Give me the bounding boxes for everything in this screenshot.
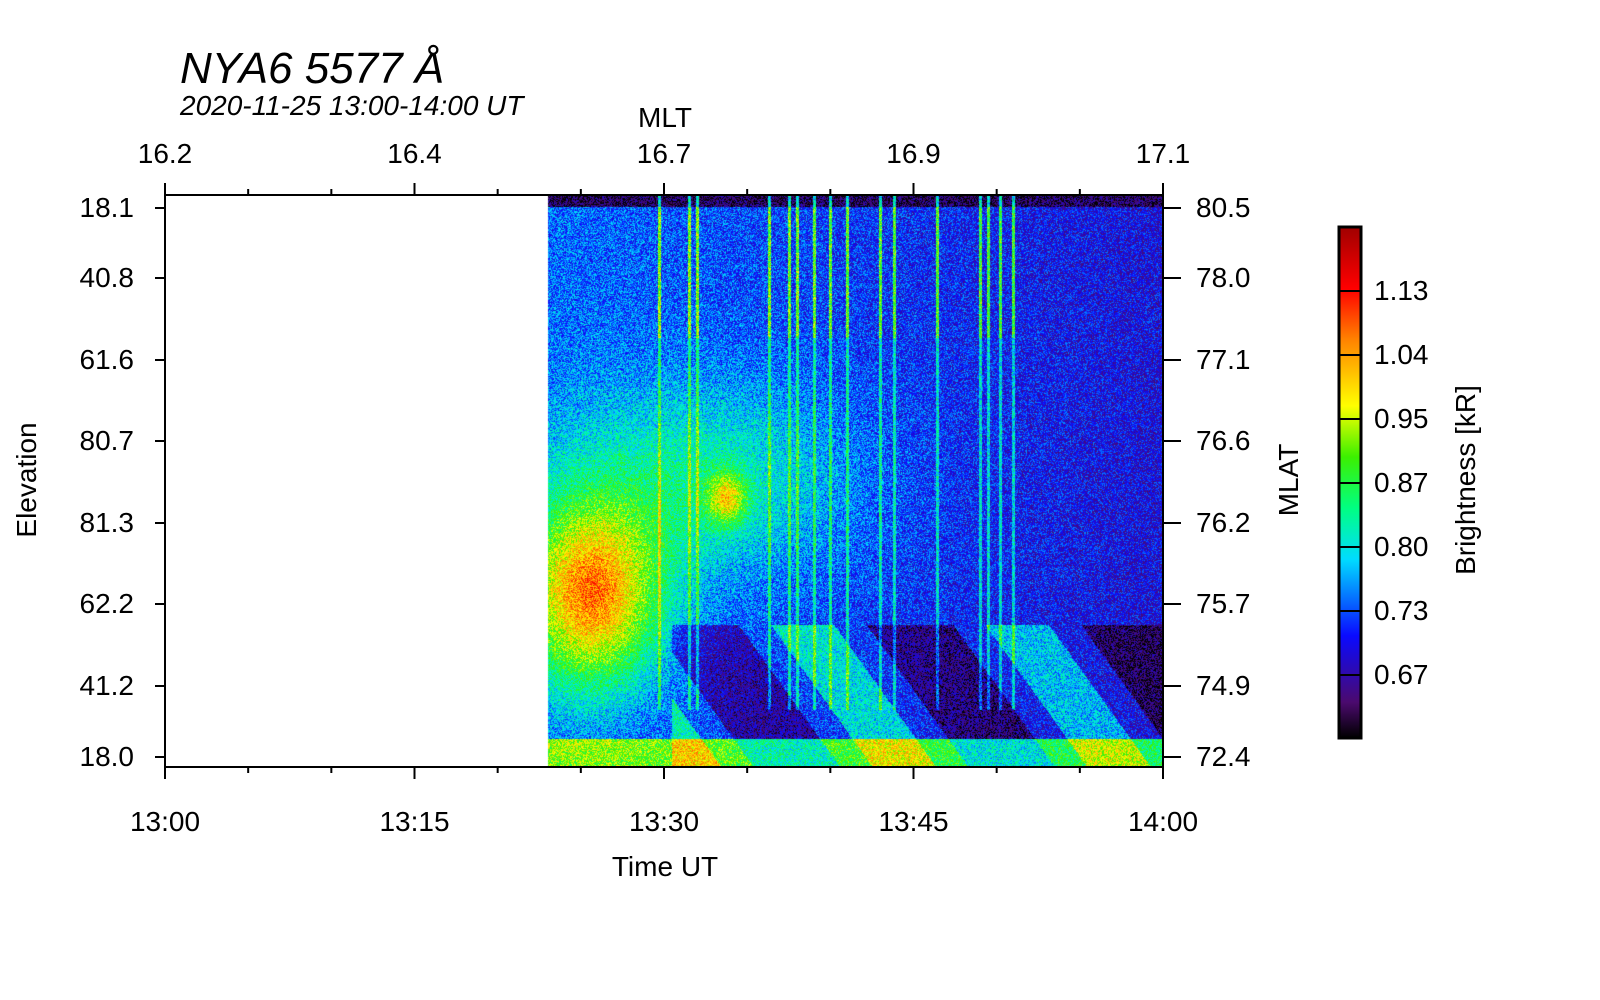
colorbar — [1337, 225, 1363, 740]
elevation-tick-label: 40.8 — [79, 262, 135, 293]
colorbar-tick-label: 0.80 — [1374, 531, 1429, 562]
mlt-tick-label: 16.4 — [387, 138, 442, 169]
mlat-tick-label: 80.5 — [1196, 192, 1251, 223]
mlat-tick-label: 78.0 — [1196, 262, 1251, 293]
mlat-tick-label: 77.1 — [1196, 344, 1251, 375]
colorbar-title: Brightness [kR] — [1450, 385, 1481, 575]
elevation-tick-label: 62.2 — [79, 588, 135, 619]
mlt-tick-label: 16.9 — [886, 138, 941, 169]
mlat-tick-label: 76.2 — [1196, 507, 1251, 538]
mlat-tick-label: 75.7 — [1196, 588, 1251, 619]
x-tick-label: 13:00 — [129, 806, 201, 837]
colorbar-tick-label: 0.67 — [1374, 659, 1429, 690]
chart-title: NYA6 5577 Å — [180, 44, 445, 93]
elevation-tick-label: 61.6 — [79, 344, 135, 375]
x-tick-label: 13:45 — [878, 806, 949, 837]
colorbar-tick-label: 1.13 — [1374, 275, 1429, 306]
elevation-tick-label: 41.2 — [79, 670, 135, 701]
mlat-axis-title: MLAT — [1273, 443, 1304, 517]
mlt-tick-label: 17.1 — [1135, 138, 1191, 169]
mlt-tick-label: 16.2 — [137, 138, 193, 169]
mlat-tick-label: 76.6 — [1196, 425, 1251, 456]
chart-subtitle: 2020-11-25 13:00-14:00 UT — [180, 90, 524, 121]
mlat-tick-label: 74.9 — [1196, 670, 1251, 701]
colorbar-tick-label: 0.73 — [1374, 595, 1429, 626]
elevation-tick-label: 81.3 — [79, 507, 135, 538]
colorbar-tick-label: 0.87 — [1374, 467, 1429, 498]
x-tick-label: 13:15 — [379, 806, 450, 837]
elevation-axis-title: Elevation — [11, 422, 42, 538]
elevation-tick-label: 18.1 — [79, 192, 135, 223]
mlt-tick-label: 16.7 — [636, 138, 692, 169]
elevation-tick-label: 80.7 — [79, 425, 135, 456]
elevation-tick-label: 18.0 — [79, 741, 135, 772]
x-tick-label: 14:00 — [1127, 806, 1199, 837]
mlat-tick-label: 72.4 — [1196, 741, 1251, 772]
colorbar-tick-label: 0.95 — [1374, 403, 1429, 434]
x-tick-label: 13:30 — [628, 806, 700, 837]
colorbar-tick-label: 1.04 — [1374, 339, 1429, 370]
mlt-axis-title: MLT — [638, 102, 692, 133]
x-axis-title: Time UT — [611, 851, 719, 882]
